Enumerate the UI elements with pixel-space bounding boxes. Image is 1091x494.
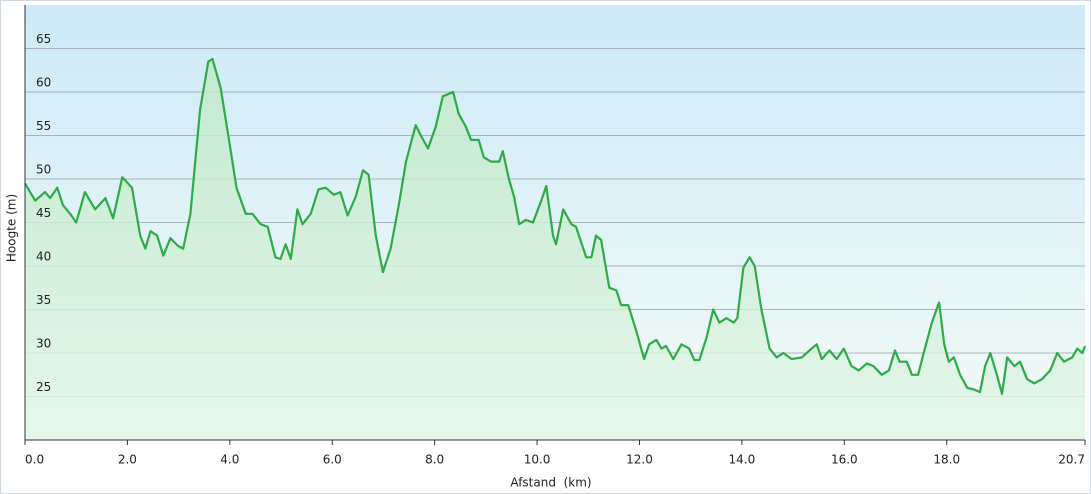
x-tick-label: 14.0 — [729, 453, 756, 467]
y-tick-label: 60 — [36, 76, 51, 90]
y-tick-label: 55 — [36, 119, 51, 133]
y-tick-label: 40 — [36, 250, 51, 264]
x-tick-label: 12.0 — [626, 453, 653, 467]
x-tick-label: 20.7 — [1058, 453, 1085, 467]
x-tick-label: 6.0 — [323, 453, 342, 467]
x-axis-title: Afstand (km) — [510, 476, 591, 490]
elevation-line — [24, 57, 1087, 395]
y-tick-label: 65 — [36, 32, 51, 46]
y-tick-label: 45 — [36, 206, 51, 220]
x-tick-label: 8.0 — [425, 453, 444, 467]
x-tick-label: 0.0 — [25, 453, 44, 467]
x-tick-label: 4.0 — [220, 453, 239, 467]
x-tick-label: 10.0 — [524, 453, 551, 467]
x-tick-label: 2.0 — [118, 453, 137, 467]
y-tick-label: 30 — [36, 337, 51, 351]
y-tick-label: 25 — [36, 380, 51, 394]
x-tick-label: 18.0 — [933, 453, 960, 467]
y-tick-label: 50 — [36, 163, 51, 177]
x-tick-label: 16.0 — [831, 453, 858, 467]
y-axis-title: Hoogte (m) — [5, 194, 19, 262]
y-tick-label: 35 — [36, 293, 51, 307]
area — [25, 58, 1085, 441]
